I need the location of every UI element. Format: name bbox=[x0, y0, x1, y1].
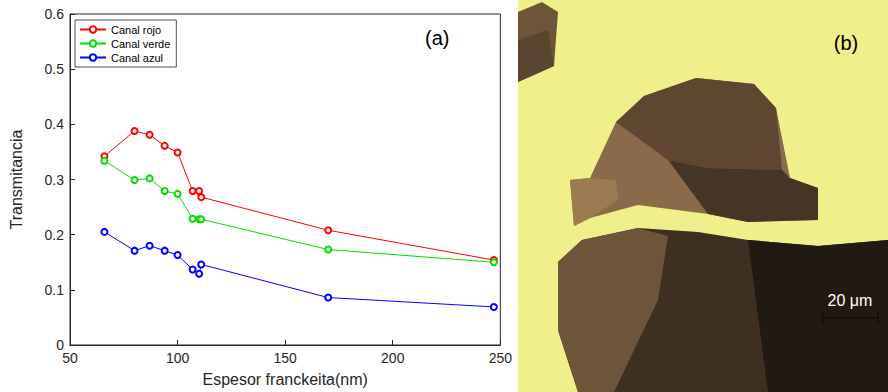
svg-text:250: 250 bbox=[489, 350, 513, 366]
svg-text:150: 150 bbox=[273, 350, 297, 366]
svg-text:200: 200 bbox=[381, 350, 405, 366]
svg-text:0.5: 0.5 bbox=[45, 61, 65, 77]
svg-text:0.1: 0.1 bbox=[45, 282, 65, 298]
svg-text:Canal azul: Canal azul bbox=[111, 52, 163, 64]
svg-text:0: 0 bbox=[56, 337, 64, 353]
svg-text:(a): (a) bbox=[425, 27, 449, 49]
svg-text:(b): (b) bbox=[834, 32, 858, 54]
svg-text:Transmitancia: Transmitancia bbox=[8, 129, 25, 229]
svg-text:50: 50 bbox=[62, 350, 78, 366]
svg-text:Espesor franckeita(nm): Espesor franckeita(nm) bbox=[202, 371, 367, 388]
svg-text:Canal rojo: Canal rojo bbox=[111, 24, 161, 36]
svg-text:Canal verde: Canal verde bbox=[111, 38, 170, 50]
svg-text:0.3: 0.3 bbox=[45, 172, 65, 188]
svg-text:0.4: 0.4 bbox=[45, 116, 65, 132]
svg-text:100: 100 bbox=[166, 350, 190, 366]
svg-text:0.6: 0.6 bbox=[45, 6, 65, 22]
svg-text:0.2: 0.2 bbox=[45, 227, 65, 243]
svg-text:20 μm: 20 μm bbox=[828, 292, 873, 309]
